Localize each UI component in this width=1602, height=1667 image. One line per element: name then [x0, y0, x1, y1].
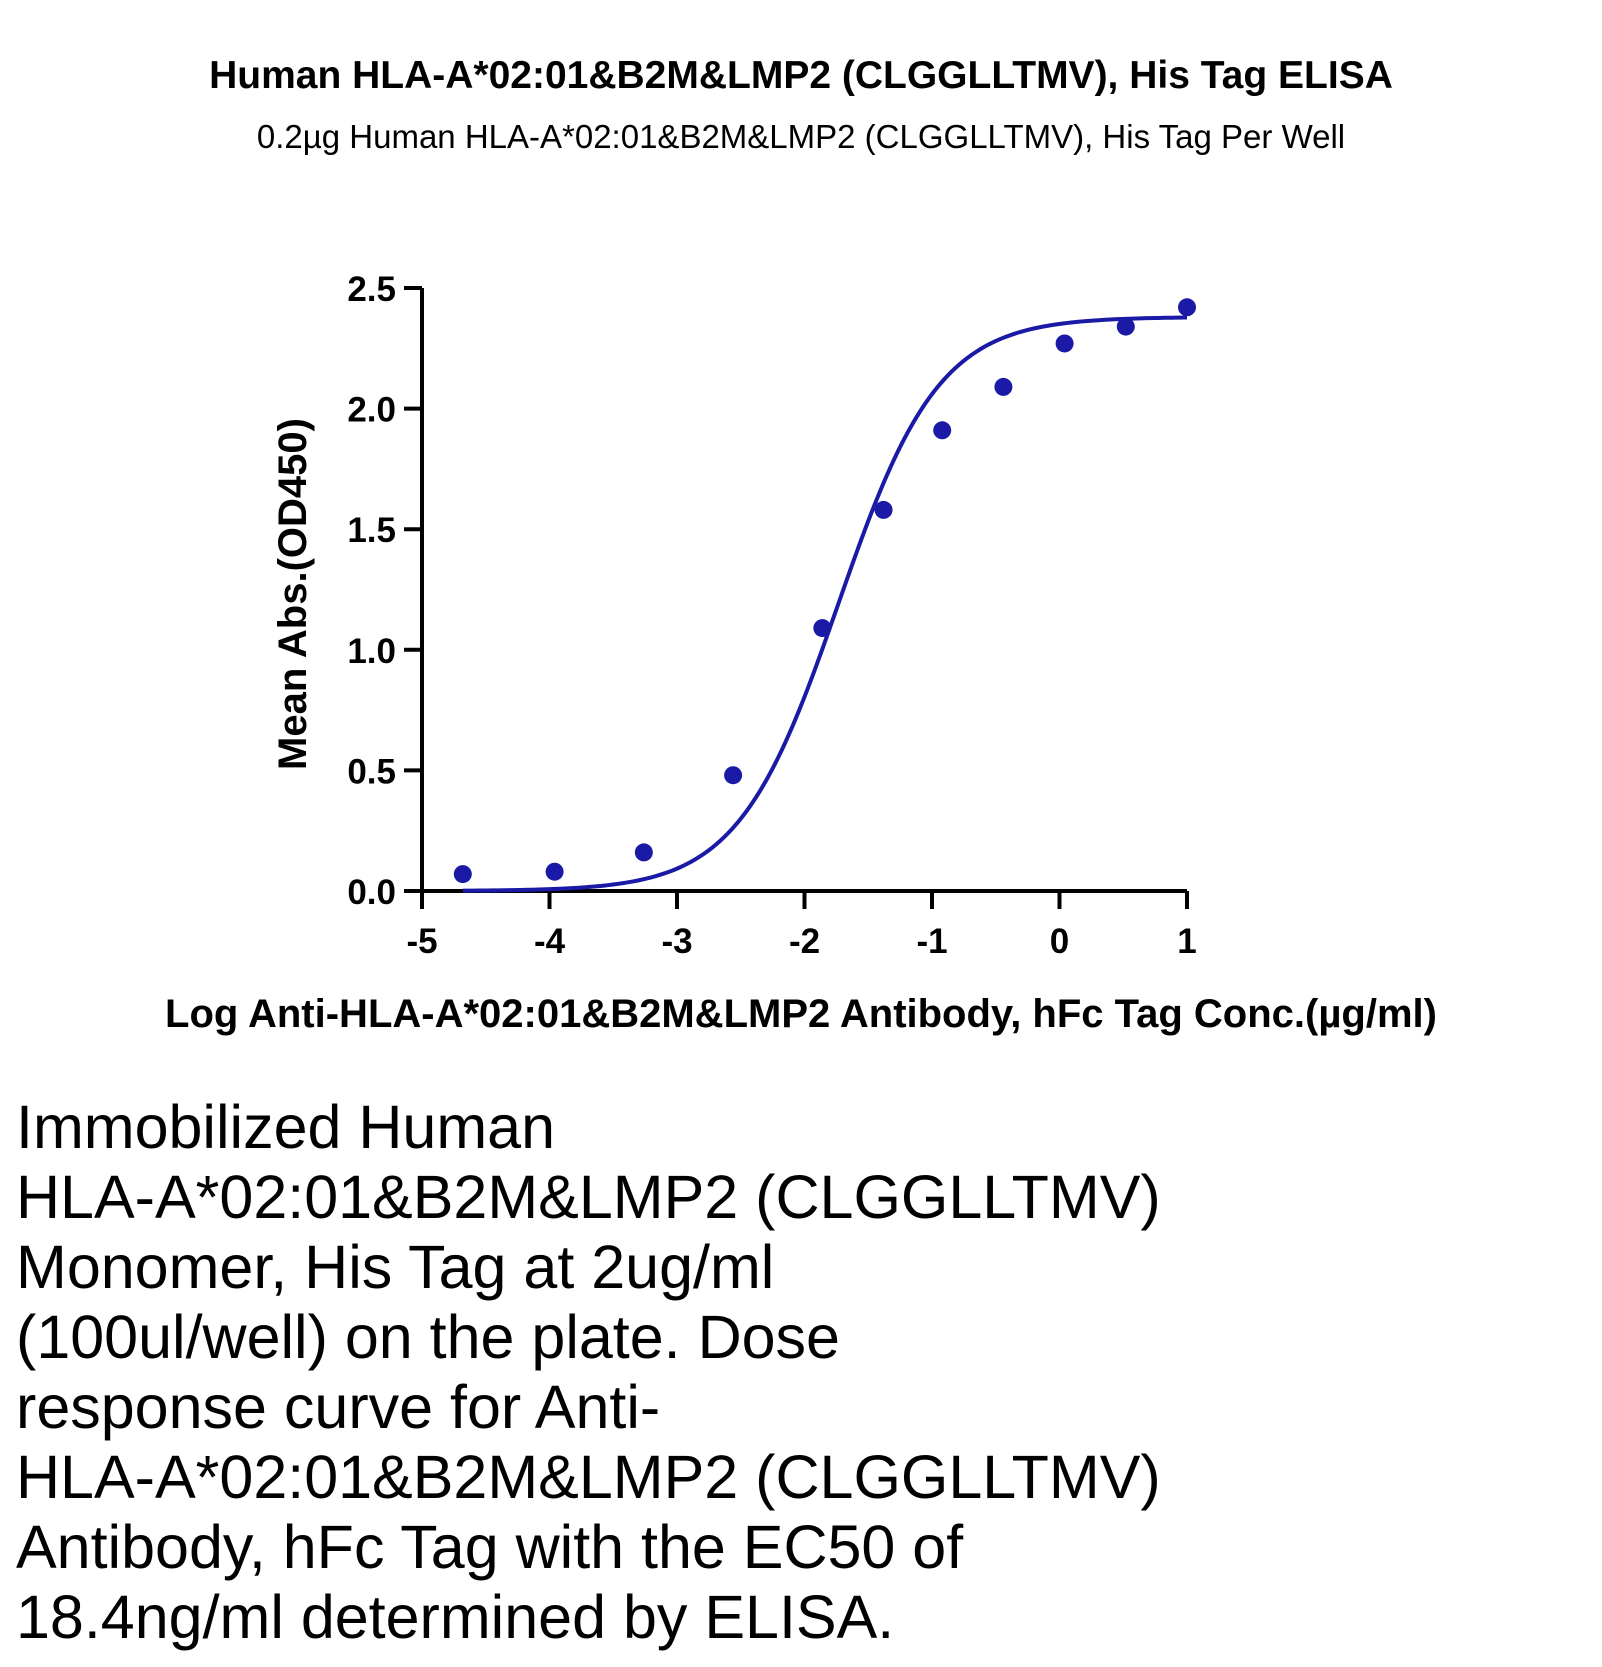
data-point [453, 865, 472, 884]
chart-title: Human HLA-A*02:01&B2M&LMP2 (CLGGLLTMV), … [209, 54, 1393, 97]
caption-line: (100ul/well) on the plate. Dose [16, 1303, 840, 1371]
x-tick-label: -5 [406, 922, 437, 961]
caption-line: HLA-A*02:01&B2M&LMP2 (CLGGLLTMV) [16, 1443, 1161, 1511]
data-point [724, 766, 743, 785]
data-point [1116, 317, 1135, 336]
data-point [634, 843, 653, 862]
y-tick-label: 2.5 [347, 270, 396, 309]
caption-line: 18.4ng/ml determined by ELISA. [16, 1583, 895, 1651]
data-point [1055, 334, 1074, 353]
x-tick-label: -4 [534, 922, 566, 961]
caption-line: HLA-A*02:01&B2M&LMP2 (CLGGLLTMV) [16, 1163, 1161, 1231]
axes: 0.0 0.5 1.0 1.5 2.0 2.5 -5 -4 -3 -2 -1 0 1 [347, 270, 1196, 961]
y-tick-label: 0.5 [347, 752, 396, 791]
y-axis-label: Mean Abs.(OD450) [271, 418, 315, 770]
data-point [1178, 298, 1196, 317]
x-axis-label: Log Anti-HLA-A*02:01&B2M&LMP2 Antibody, … [165, 992, 1437, 1036]
y-tick-label: 1.0 [347, 632, 396, 671]
data-point [933, 421, 952, 440]
y-tick-label: 0.0 [347, 873, 396, 912]
data-point [813, 619, 832, 638]
y-tick-label: 2.0 [347, 391, 396, 430]
chart-plot: 0.0 0.5 1.0 1.5 2.0 2.5 -5 -4 -3 -2 -1 0 1 Log Anti-… [165, 270, 1437, 1036]
data-point [545, 862, 564, 881]
data-points-layer [453, 298, 1196, 884]
chart-subtitle: 0.2µg Human HLA-A*02:01&B2M&LMP2 (CLGGLL… [256, 118, 1346, 155]
x-tick-label: 1 [1177, 922, 1196, 961]
data-point [994, 377, 1013, 396]
x-tick-label: -2 [789, 922, 820, 961]
fit-curve [462, 315, 1188, 893]
x-tick-label: 0 [1050, 922, 1069, 961]
caption-line: Antibody, hFc Tag with the EC50 of [16, 1513, 964, 1581]
caption-line: response curve for Anti- [16, 1373, 661, 1441]
x-tick-label: -1 [916, 922, 947, 961]
caption-line: Immobilized Human [16, 1093, 556, 1161]
caption-line: Monomer, His Tag at 2ug/ml [16, 1233, 775, 1301]
y-tick-label: 1.5 [347, 511, 396, 550]
x-tick-label: -3 [661, 922, 692, 961]
caption-text: Immobilized Human HLA-A*02:01&B2M&LMP2 (C… [16, 1092, 1296, 1652]
fit-curve-layer [462, 315, 1188, 893]
data-point [874, 500, 893, 519]
